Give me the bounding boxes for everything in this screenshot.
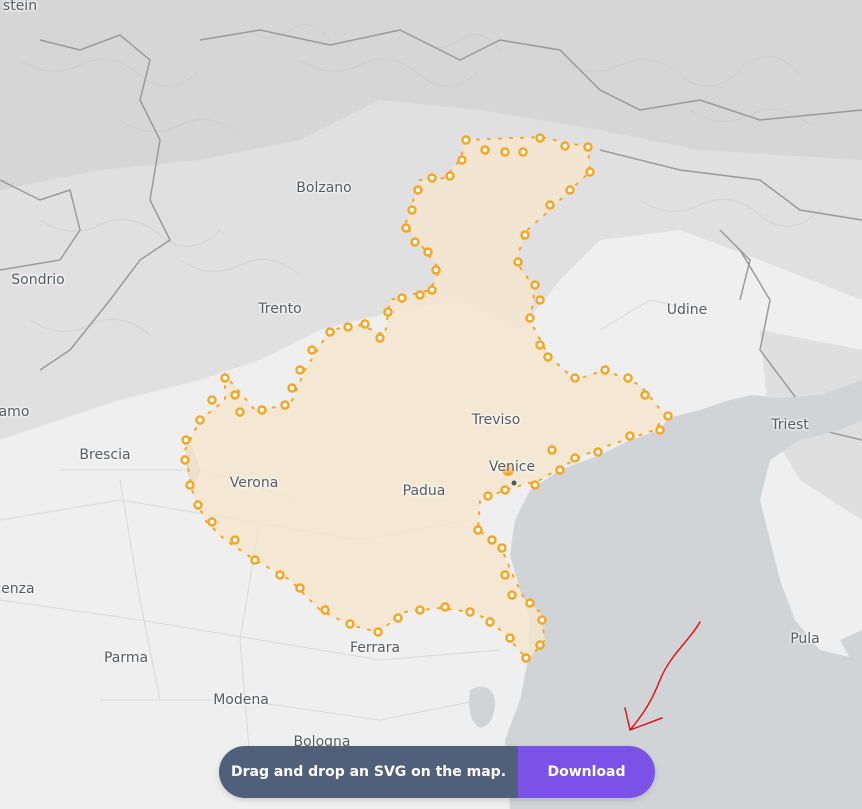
city-label: cenza [0, 581, 35, 597]
city-label: Treviso [471, 412, 521, 428]
city-label: Parma [103, 650, 149, 666]
city-label: Verona [229, 475, 279, 491]
drag-drop-hint: Drag and drop an SVG on the map. [219, 746, 518, 798]
city-label: Modena [213, 692, 269, 708]
city-label: Padua [402, 483, 446, 499]
city-label: Bolzano [296, 180, 352, 196]
city-label: Triest [771, 417, 809, 433]
city-label: Ferrara [349, 640, 401, 656]
city-label: Pula [790, 631, 820, 647]
city-label: Udine [666, 302, 708, 318]
city-label: amo [0, 404, 30, 420]
city-label: stein [2, 0, 38, 14]
venice-marker [502, 464, 514, 476]
bottom-toolbar: Drag and drop an SVG on the map. Downloa… [219, 746, 655, 798]
city-label: Venice [488, 459, 536, 475]
annotation-arrow [624, 621, 701, 731]
veneto-region [183, 135, 667, 662]
adriatic-sea [505, 380, 862, 809]
region-outline-dots [180, 133, 673, 663]
download-button[interactable]: Download [518, 746, 655, 798]
city-label: Brescia [79, 447, 131, 463]
city-label: Sondrio [11, 272, 65, 288]
city-label: Trento [258, 301, 302, 317]
